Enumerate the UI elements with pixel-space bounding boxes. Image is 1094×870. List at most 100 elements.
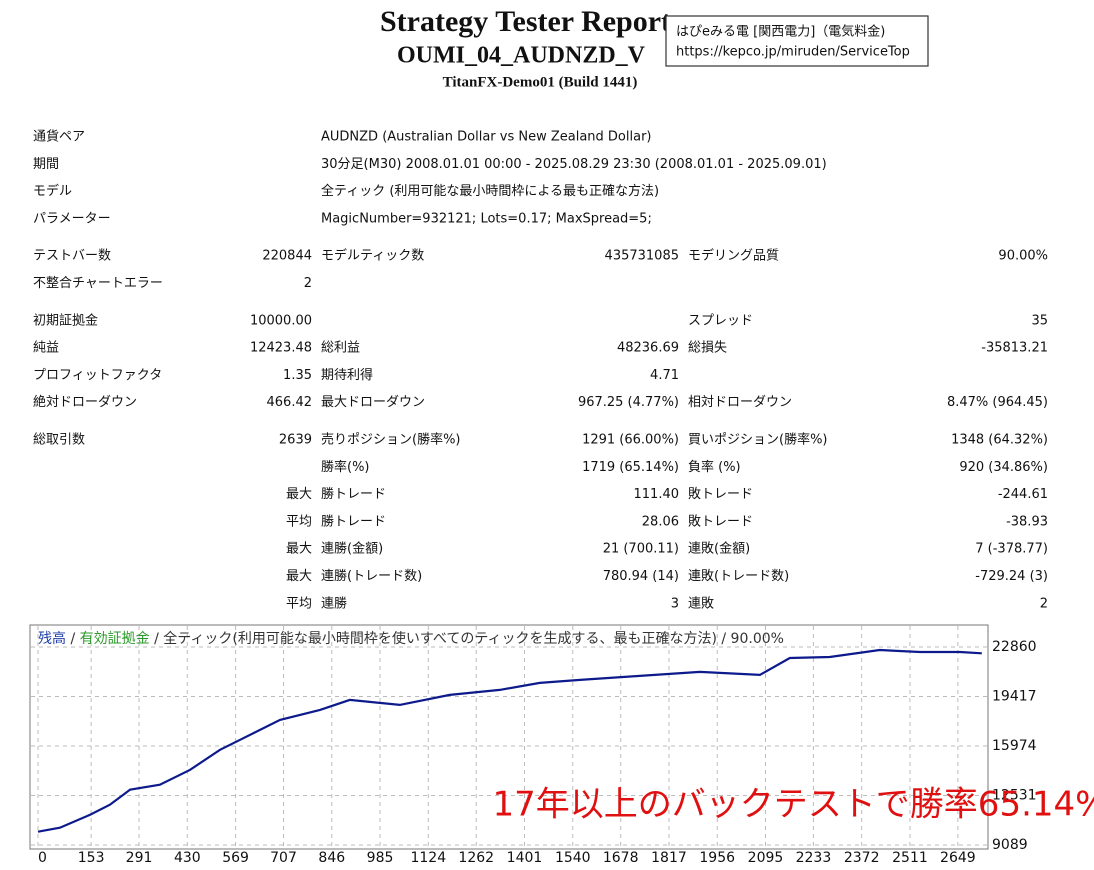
cell-l1: 通貨ペア xyxy=(33,129,85,145)
tooltip-box xyxy=(665,15,929,67)
tooltip-title: はぴeみる電 [関西電力]（電気料金) xyxy=(676,24,885,40)
x-tick-label: 2233 xyxy=(796,850,832,866)
cell-l2: 最大ドローダウン xyxy=(321,395,425,410)
x-tick-label: 1956 xyxy=(699,850,735,866)
cell-l2: 勝率(%) xyxy=(321,459,370,475)
cell-l1: 絶対ドローダウン xyxy=(33,394,137,410)
cell-l1: プロフィットファクタ xyxy=(33,368,162,383)
legend-item: 残高 xyxy=(38,630,66,647)
x-tick-label: 985 xyxy=(367,850,394,866)
server: TitanFX-Demo01 (Build 1441) xyxy=(443,74,638,90)
x-tick-label: 1817 xyxy=(651,850,687,866)
cell-wide: MagicNumber=932121; Lots=0.17; MaxSpread… xyxy=(321,211,652,226)
x-tick-label: 2372 xyxy=(844,850,880,866)
cell-v3: -35813.21 xyxy=(981,341,1048,356)
cell-l2: 期待利得 xyxy=(321,367,373,383)
x-tick-label: 153 xyxy=(78,850,105,866)
cell-l2: 総利益 xyxy=(321,341,360,356)
cell-v1: 2639 xyxy=(279,433,312,448)
cell-l3: スプレッド xyxy=(688,313,753,328)
cell-v3: 920 (34.86%) xyxy=(959,460,1048,475)
y-tick-label: 19417 xyxy=(992,688,1037,704)
x-tick-label: 2511 xyxy=(892,850,928,866)
legend-item: / xyxy=(66,631,80,647)
cell-l2: 連勝(トレード数) xyxy=(321,569,422,584)
x-tick-label: 1678 xyxy=(603,850,639,866)
cell-v1: 1.35 xyxy=(283,368,312,383)
report-subtitle: OUMI_04_AUDNZD_V xyxy=(397,43,646,69)
cell-v2: 111.40 xyxy=(634,487,680,502)
y-tick-label: 15974 xyxy=(992,738,1037,754)
cell-l3: 買いポジション(勝率%) xyxy=(688,432,828,448)
cell-v1: 最大 xyxy=(286,542,312,557)
cell-v3: 2 xyxy=(1040,596,1048,611)
cell-l1: パラメーター xyxy=(33,211,111,226)
legend-item: 有効証拠金 xyxy=(80,631,150,647)
x-tick-label: 2095 xyxy=(748,850,784,866)
cell-l1: 期間 xyxy=(33,157,59,172)
cell-v1: 10000.00 xyxy=(250,313,312,328)
cell-wide: AUDNZD (Australian Dollar vs New Zealand… xyxy=(321,130,652,145)
cell-v1: 12423.48 xyxy=(250,341,312,356)
report-title: Strategy Tester Report xyxy=(380,5,671,38)
x-tick-label: 846 xyxy=(318,850,345,866)
cell-wide: 30分足(M30) 2008.01.01 00:00 - 2025.08.29 … xyxy=(321,157,827,172)
cell-l3: 連敗(トレード数) xyxy=(688,569,789,584)
cell-l1: 総取引数 xyxy=(33,433,85,448)
cell-l1: 不整合チャートエラー xyxy=(33,276,163,291)
cell-l2: 売りポジション(勝率%) xyxy=(321,432,461,448)
legend: 残高 / 有効証拠金 / 全ティック(利用可能な最小時間枠を使いすべてのティック… xyxy=(38,630,784,647)
cell-v3: -38.93 xyxy=(1006,514,1048,529)
cell-v1: 最大 xyxy=(286,569,312,584)
cell-v1: 最大 xyxy=(286,487,312,502)
cell-v3: 35 xyxy=(1031,313,1048,328)
annotation: 17年以上のバックテストで勝率65.14% xyxy=(493,785,1094,825)
cell-l1: テストバー数 xyxy=(33,249,111,264)
cell-v3: 90.00% xyxy=(998,249,1048,264)
x-tick-label: 1401 xyxy=(507,850,543,866)
tooltip-url: https://kepco.jp/miruden/ServiceTop xyxy=(676,45,910,60)
cell-v2: 28.06 xyxy=(642,514,679,529)
cell-l2: 勝トレード xyxy=(321,487,386,502)
x-tick-label: 2649 xyxy=(940,850,976,866)
cell-v3: 8.47% (964.45) xyxy=(947,395,1048,410)
x-tick-label: 0 xyxy=(38,850,47,866)
cell-l1: 純益 xyxy=(33,341,59,356)
cell-v1: 平均 xyxy=(286,514,312,529)
cell-l3: 相対ドローダウン xyxy=(688,395,792,410)
y-tick-label: 9089 xyxy=(992,837,1028,853)
cell-v2: 780.94 (14) xyxy=(603,569,679,584)
cell-v2: 1291 (66.00%) xyxy=(582,433,679,448)
cell-v1: 平均 xyxy=(286,596,312,611)
cell-l3: 敗トレード xyxy=(688,514,753,529)
tooltip: はぴeみる電 [関西電力]（電気料金) https://kepco.jp/mir… xyxy=(665,15,929,67)
cell-l3: モデリング品質 xyxy=(688,248,779,264)
cell-wide: 全ティック (利用可能な最小時間枠による最も正確な方法) xyxy=(321,183,659,199)
cell-l1: モデル xyxy=(33,183,72,199)
x-tick-label: 291 xyxy=(126,850,153,866)
x-tick-label: 707 xyxy=(270,850,297,866)
cell-l2: 連勝 xyxy=(321,596,347,611)
cell-v2: 48236.69 xyxy=(617,341,679,356)
cell-v3: 7 (-378.77) xyxy=(975,542,1048,557)
x-tick-label: 430 xyxy=(174,850,201,866)
legend-item: / 全ティック(利用可能な最小時間枠を使いすべてのティックを生成する、最も正確な… xyxy=(150,630,784,647)
x-tick-label: 1124 xyxy=(410,850,446,866)
chart-frame xyxy=(29,624,989,850)
cell-v1: 220844 xyxy=(262,249,312,264)
cell-l3: 負率 (%) xyxy=(688,459,741,475)
cell-v2: 967.25 (4.77%) xyxy=(578,395,679,410)
equity-line xyxy=(37,648,982,833)
cell-l3: 敗トレード xyxy=(688,487,753,502)
x-tick-label: 1262 xyxy=(458,850,494,866)
cell-l2: 勝トレード xyxy=(321,514,386,529)
cell-l3: 総損失 xyxy=(688,341,727,356)
y-tick-label: 22860 xyxy=(992,639,1037,655)
cell-l3: 連敗(金額) xyxy=(688,541,750,557)
cell-v2: 435731085 xyxy=(605,249,679,264)
cell-v2: 21 (700.11) xyxy=(603,542,679,557)
cell-v3: -729.24 (3) xyxy=(975,569,1048,584)
cell-v1: 2 xyxy=(304,276,312,291)
cell-v3: -244.61 xyxy=(998,487,1048,502)
